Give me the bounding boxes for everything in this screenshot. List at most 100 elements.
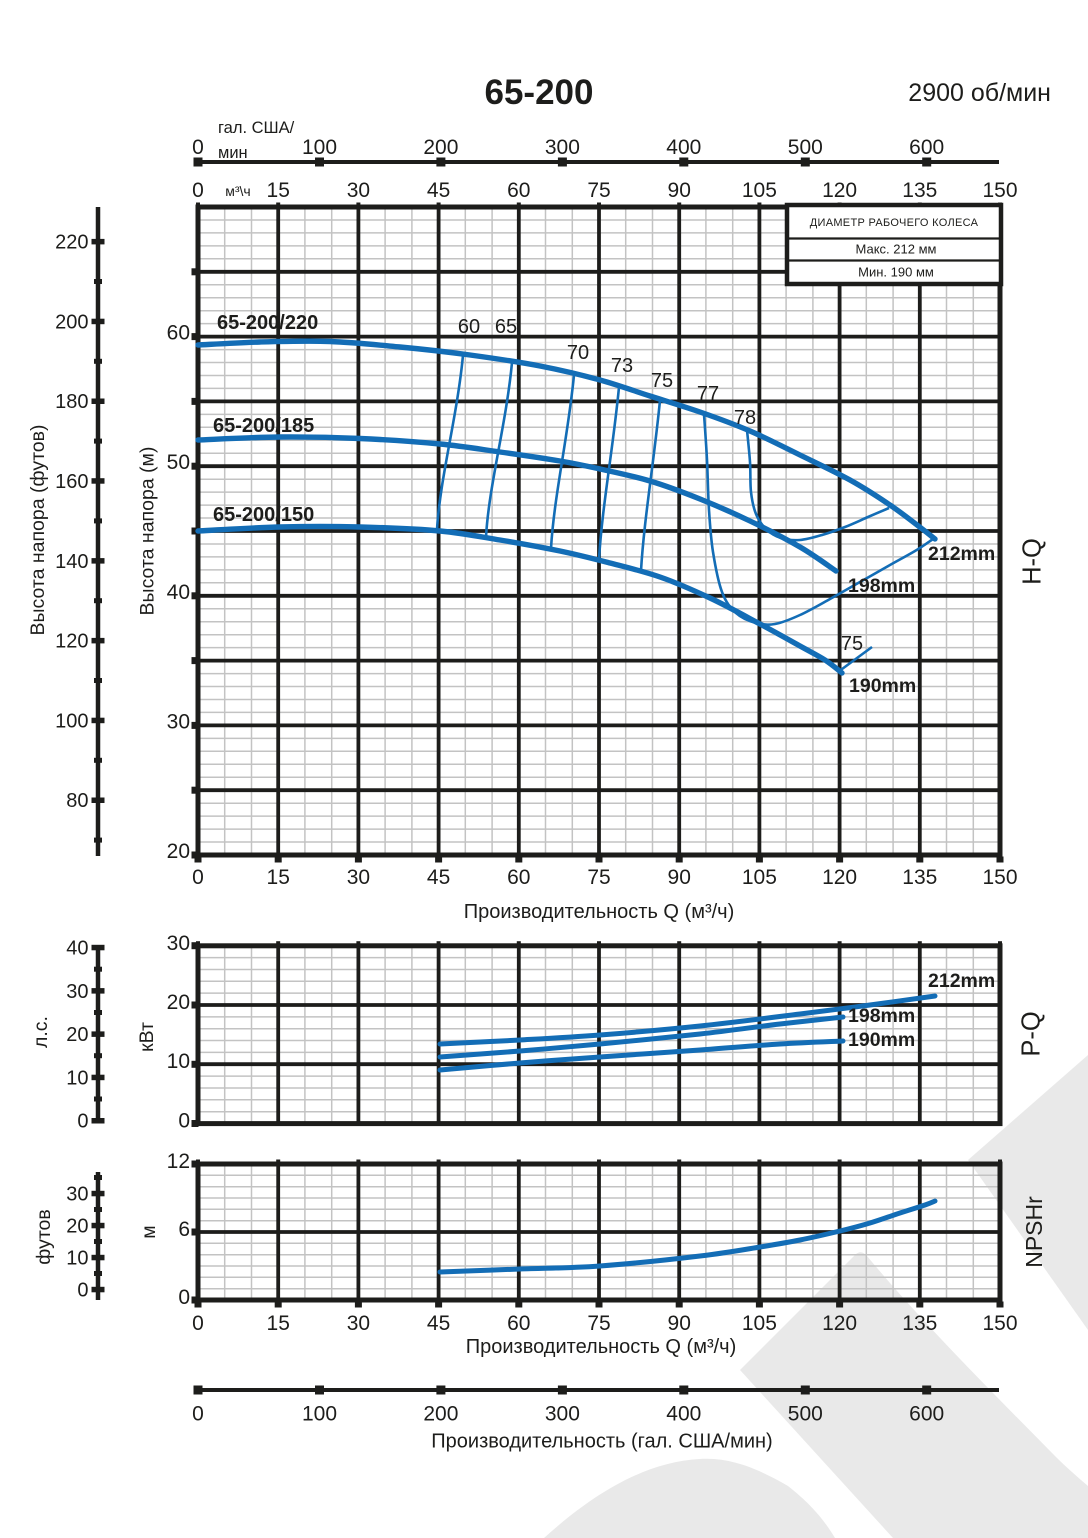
svg-text:75: 75 xyxy=(651,370,673,392)
svg-text:100: 100 xyxy=(302,136,337,159)
svg-text:футов: футов xyxy=(33,1209,55,1265)
svg-text:500: 500 xyxy=(788,136,823,159)
svg-text:65-200/220: 65-200/220 xyxy=(217,312,318,334)
svg-text:0: 0 xyxy=(77,1111,88,1133)
svg-text:105: 105 xyxy=(742,866,777,889)
svg-text:135: 135 xyxy=(902,1312,937,1335)
svg-text:6: 6 xyxy=(178,1218,190,1241)
svg-text:Мин. 190 мм: Мин. 190 мм xyxy=(858,265,934,280)
svg-text:150: 150 xyxy=(982,179,1017,202)
svg-text:75: 75 xyxy=(587,1312,610,1335)
svg-text:212mm: 212mm xyxy=(928,970,995,992)
svg-text:45: 45 xyxy=(427,866,450,889)
svg-text:200: 200 xyxy=(55,311,88,333)
svg-text:135: 135 xyxy=(902,179,937,202)
svg-text:105: 105 xyxy=(742,179,777,202)
svg-text:50: 50 xyxy=(167,451,190,474)
svg-text:65-200/185: 65-200/185 xyxy=(213,415,314,437)
svg-text:20: 20 xyxy=(66,1024,88,1046)
svg-text:60: 60 xyxy=(167,322,190,345)
svg-text:м³\ч: м³\ч xyxy=(225,183,250,199)
svg-text:60: 60 xyxy=(507,179,530,202)
svg-text:78: 78 xyxy=(734,407,756,429)
svg-text:60: 60 xyxy=(507,1312,530,1335)
svg-text:77: 77 xyxy=(697,383,719,405)
svg-text:300: 300 xyxy=(545,1403,580,1426)
svg-text:200: 200 xyxy=(423,1403,458,1426)
svg-text:0: 0 xyxy=(77,1280,88,1302)
svg-text:15: 15 xyxy=(267,866,290,889)
svg-text:0: 0 xyxy=(192,1403,204,1426)
svg-text:0: 0 xyxy=(178,1110,190,1133)
svg-text:120: 120 xyxy=(822,1312,857,1335)
svg-text:40: 40 xyxy=(66,938,88,960)
svg-text:600: 600 xyxy=(909,1403,944,1426)
svg-text:NPSHr: NPSHr xyxy=(1021,1196,1047,1268)
svg-text:10: 10 xyxy=(66,1067,88,1089)
svg-text:65-200/150: 65-200/150 xyxy=(213,504,314,526)
svg-text:100: 100 xyxy=(302,1403,337,1426)
svg-text:150: 150 xyxy=(982,866,1017,889)
svg-text:Высота напора (м): Высота напора (м) xyxy=(137,447,159,616)
svg-text:212mm: 212mm xyxy=(928,543,995,565)
svg-text:65-200: 65-200 xyxy=(485,73,594,112)
svg-text:30: 30 xyxy=(66,981,88,1003)
svg-text:400: 400 xyxy=(666,1403,701,1426)
svg-text:12: 12 xyxy=(167,1150,190,1173)
svg-text:198mm: 198mm xyxy=(848,1005,915,1027)
svg-text:180: 180 xyxy=(55,391,88,413)
svg-text:мин: мин xyxy=(218,144,248,162)
svg-text:30: 30 xyxy=(347,1312,370,1335)
svg-text:30: 30 xyxy=(167,710,190,733)
svg-text:P-Q: P-Q xyxy=(1018,1011,1046,1056)
svg-text:80: 80 xyxy=(66,790,88,812)
svg-text:120: 120 xyxy=(55,631,88,653)
svg-text:45: 45 xyxy=(427,1312,450,1335)
svg-text:0: 0 xyxy=(178,1286,190,1309)
svg-text:90: 90 xyxy=(668,1312,691,1335)
svg-text:20: 20 xyxy=(167,840,190,863)
svg-text:105: 105 xyxy=(742,1312,777,1335)
svg-text:70: 70 xyxy=(567,342,589,364)
svg-text:120: 120 xyxy=(822,179,857,202)
svg-text:0: 0 xyxy=(192,179,204,202)
svg-text:90: 90 xyxy=(668,179,691,202)
svg-text:30: 30 xyxy=(347,179,370,202)
svg-text:Производительность (гал. США/м: Производительность (гал. США/мин) xyxy=(431,1431,772,1453)
svg-text:160: 160 xyxy=(55,471,88,493)
svg-text:л.с.: л.с. xyxy=(30,1016,52,1048)
svg-text:75: 75 xyxy=(587,179,610,202)
svg-text:600: 600 xyxy=(909,136,944,159)
svg-text:Макс. 212 мм: Макс. 212 мм xyxy=(856,242,937,257)
svg-text:15: 15 xyxy=(267,1312,290,1335)
svg-text:300: 300 xyxy=(545,136,580,159)
svg-text:м: м xyxy=(138,1225,160,1238)
svg-text:H-Q: H-Q xyxy=(1019,538,1047,585)
svg-text:2900 об/мин: 2900 об/мин xyxy=(908,79,1051,107)
svg-text:500: 500 xyxy=(788,1403,823,1426)
svg-text:гал. США/: гал. США/ xyxy=(218,119,295,137)
svg-text:200: 200 xyxy=(423,136,458,159)
svg-text:75: 75 xyxy=(587,866,610,889)
svg-text:ДИАМЕТР РАБОЧЕГО КОЛЕСА: ДИАМЕТР РАБОЧЕГО КОЛЕСА xyxy=(810,217,979,229)
svg-text:30: 30 xyxy=(66,1184,88,1206)
svg-text:100: 100 xyxy=(55,710,88,732)
svg-text:135: 135 xyxy=(902,866,937,889)
svg-text:150: 150 xyxy=(982,1312,1017,1335)
svg-text:0: 0 xyxy=(192,1312,204,1335)
svg-text:140: 140 xyxy=(55,551,88,573)
svg-text:60: 60 xyxy=(507,866,530,889)
svg-text:30: 30 xyxy=(347,866,370,889)
svg-text:10: 10 xyxy=(66,1248,88,1270)
svg-text:30: 30 xyxy=(167,932,190,955)
svg-text:Производительность Q (м³/ч): Производительность Q (м³/ч) xyxy=(466,1336,737,1358)
svg-text:90: 90 xyxy=(668,866,691,889)
svg-text:40: 40 xyxy=(167,581,190,604)
svg-text:190mm: 190mm xyxy=(849,675,916,697)
svg-text:65: 65 xyxy=(495,316,517,338)
svg-text:20: 20 xyxy=(66,1216,88,1238)
svg-text:20: 20 xyxy=(167,991,190,1014)
svg-text:0: 0 xyxy=(192,136,204,159)
svg-text:190mm: 190mm xyxy=(848,1029,915,1051)
svg-text:Производительность Q (м³/ч): Производительность Q (м³/ч) xyxy=(464,901,735,923)
